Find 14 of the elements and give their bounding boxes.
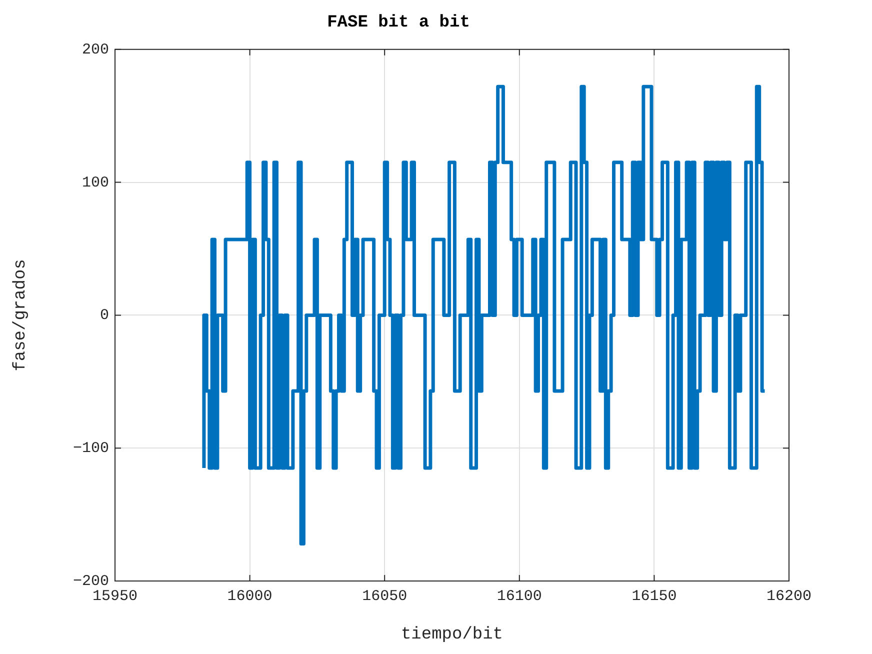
chart-title: FASE bit a bit bbox=[327, 13, 470, 32]
x-tick-label: 16200 bbox=[766, 588, 812, 605]
y-tick-label: −200 bbox=[72, 572, 109, 590]
x-tick-label: 16000 bbox=[227, 588, 272, 605]
y-tick-label: −100 bbox=[72, 440, 109, 458]
y-tick-label: 0 bbox=[100, 307, 109, 324]
x-tick-label: 16050 bbox=[362, 588, 408, 605]
x-tick-label: 16150 bbox=[632, 588, 677, 605]
x-tick-label: 15950 bbox=[92, 588, 138, 605]
y-tick-label: 100 bbox=[82, 174, 109, 192]
x-tick-label: 16100 bbox=[496, 588, 542, 605]
y-axis-title: fase/grados bbox=[12, 259, 31, 372]
x-axis-title: tiempo/bit bbox=[400, 625, 504, 644]
y-tick-label: 200 bbox=[82, 41, 109, 58]
